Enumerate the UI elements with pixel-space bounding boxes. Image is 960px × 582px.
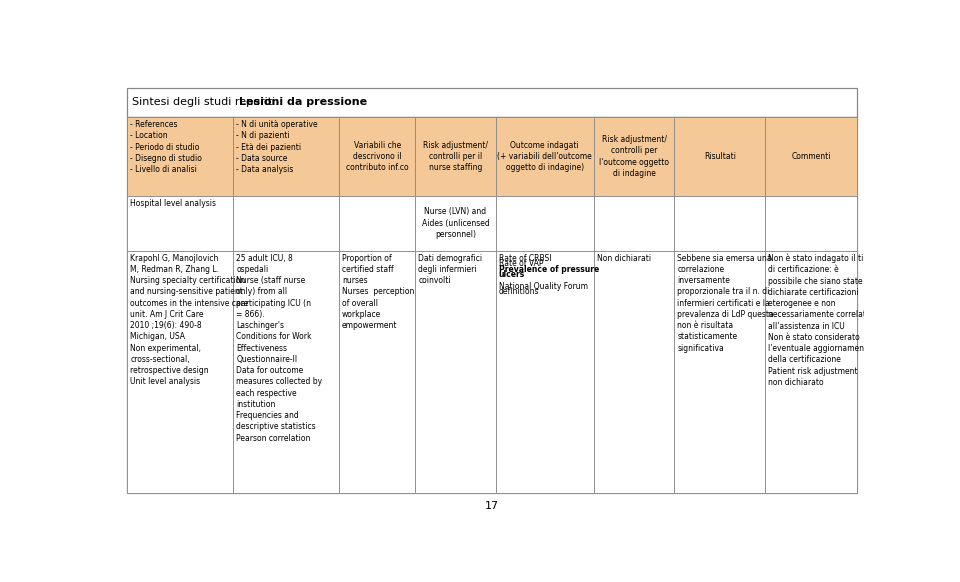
FancyBboxPatch shape: [674, 250, 765, 494]
FancyBboxPatch shape: [416, 250, 495, 494]
Text: Sebbene sia emersa una
correlazione
inversamente
proporzionale tra il n. di
infe: Sebbene sia emersa una correlazione inve…: [677, 254, 774, 353]
Text: definitions: definitions: [498, 287, 540, 296]
FancyBboxPatch shape: [416, 196, 495, 250]
FancyBboxPatch shape: [495, 250, 594, 494]
Text: ulcers: ulcers: [498, 271, 525, 279]
FancyBboxPatch shape: [233, 250, 339, 494]
Text: Lesioni da pressione: Lesioni da pressione: [239, 97, 367, 107]
FancyBboxPatch shape: [674, 117, 765, 196]
Text: Outcome indagati
(+ variabili dell'outcome
oggetto di indagine): Outcome indagati (+ variabili dell'outco…: [497, 141, 592, 172]
Text: Variabili che
descrivono il
contributo inf.co: Variabili che descrivono il contributo i…: [346, 141, 408, 172]
Text: Proportion of
certified staff
nurses
Nurses  perception
of overall
workplace
emp: Proportion of certified staff nurses Nur…: [342, 254, 414, 330]
Text: Non è stato indagato il tipo
di certificazione: è
possibile che siano state
dich: Non è stato indagato il tipo di certific…: [768, 254, 874, 387]
FancyBboxPatch shape: [495, 117, 594, 196]
Text: National Quality Forum: National Quality Forum: [498, 282, 588, 290]
Text: Nurse (LVN) and
Aides (unlicensed
personnel): Nurse (LVN) and Aides (unlicensed person…: [421, 208, 490, 239]
Text: Risultati: Risultati: [704, 152, 736, 161]
Text: Commenti: Commenti: [791, 152, 830, 161]
Text: Rate of CRBSI: Rate of CRBSI: [498, 254, 551, 262]
FancyBboxPatch shape: [674, 196, 765, 250]
FancyBboxPatch shape: [128, 196, 233, 250]
Text: - N di unità operative
- N di pazienti
- Età dei pazienti
- Data source
- Data a: - N di unità operative - N di pazienti -…: [236, 120, 318, 174]
Text: Sintesi degli studi reperiti:: Sintesi degli studi reperiti:: [132, 97, 282, 107]
Text: Hospital level analysis: Hospital level analysis: [131, 199, 216, 208]
Text: - References
- Location
- Periodo di studio
- Disegno di studio
- Livello di ana: - References - Location - Periodo di stu…: [131, 120, 203, 174]
FancyBboxPatch shape: [594, 117, 674, 196]
Text: Rate of VAP: Rate of VAP: [498, 259, 543, 268]
FancyBboxPatch shape: [495, 196, 594, 250]
FancyBboxPatch shape: [233, 117, 339, 196]
Text: Non dichiarati: Non dichiarati: [597, 254, 651, 262]
FancyBboxPatch shape: [128, 117, 233, 196]
FancyBboxPatch shape: [765, 196, 856, 250]
FancyBboxPatch shape: [765, 117, 856, 196]
FancyBboxPatch shape: [594, 250, 674, 494]
Text: 25 adult ICU, 8
ospedali
Nurse (staff nurse
only) from all
participating ICU (n
: 25 adult ICU, 8 ospedali Nurse (staff nu…: [236, 254, 323, 442]
FancyBboxPatch shape: [128, 88, 856, 117]
FancyBboxPatch shape: [339, 250, 416, 494]
Text: 17: 17: [485, 501, 499, 510]
Text: Prevalence of pressure: Prevalence of pressure: [498, 265, 599, 274]
FancyBboxPatch shape: [128, 250, 233, 494]
FancyBboxPatch shape: [594, 196, 674, 250]
FancyBboxPatch shape: [765, 250, 856, 494]
FancyBboxPatch shape: [339, 196, 416, 250]
Text: Risk adjustment/
controlli per il
nurse staffing: Risk adjustment/ controlli per il nurse …: [423, 141, 488, 172]
Text: Krapohl G, Manojlovich
M, Redman R, Zhang L.
Nursing specialty certification
and: Krapohl G, Manojlovich M, Redman R, Zhan…: [131, 254, 249, 386]
FancyBboxPatch shape: [233, 196, 339, 250]
FancyBboxPatch shape: [416, 117, 495, 196]
FancyBboxPatch shape: [339, 117, 416, 196]
Text: Risk adjustment/
controlli per
l'outcome oggetto
di indagine: Risk adjustment/ controlli per l'outcome…: [599, 135, 669, 178]
Text: Dati demografici
degli infermieri
coinvolti: Dati demografici degli infermieri coinvo…: [419, 254, 483, 285]
